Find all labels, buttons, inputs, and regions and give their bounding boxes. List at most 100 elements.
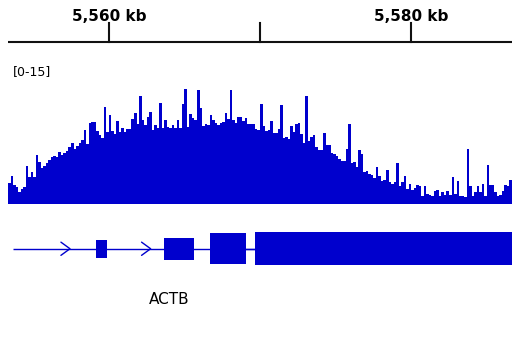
Bar <box>391 184 394 204</box>
Bar <box>101 138 104 204</box>
Bar <box>252 124 255 204</box>
Bar <box>197 90 200 204</box>
Bar <box>202 126 204 204</box>
Bar <box>21 189 23 204</box>
Bar <box>457 181 459 204</box>
Bar <box>383 180 386 204</box>
Bar <box>379 176 381 204</box>
Bar <box>41 168 43 204</box>
Bar <box>149 112 152 204</box>
Bar <box>99 135 101 204</box>
Bar <box>219 123 222 204</box>
Bar <box>132 119 134 204</box>
Bar <box>464 197 466 204</box>
Bar <box>38 162 41 204</box>
Bar <box>366 171 368 204</box>
Bar <box>210 233 246 264</box>
Bar <box>172 125 174 204</box>
Bar <box>335 156 338 204</box>
Bar <box>479 192 482 204</box>
Bar <box>421 196 424 204</box>
Bar <box>192 118 194 204</box>
Bar <box>487 165 489 204</box>
Bar <box>320 150 323 204</box>
Bar <box>507 186 510 204</box>
Bar <box>8 183 10 204</box>
Bar <box>416 185 419 204</box>
Bar <box>353 161 356 204</box>
Bar <box>245 118 248 204</box>
Bar <box>16 188 18 204</box>
Bar <box>363 172 366 204</box>
Bar <box>222 122 225 204</box>
Bar <box>91 122 94 204</box>
Bar <box>250 124 252 204</box>
Bar <box>271 232 280 265</box>
Bar <box>338 159 341 204</box>
Bar <box>388 182 391 204</box>
Bar <box>162 128 164 204</box>
Bar <box>167 127 170 204</box>
Bar <box>454 194 457 204</box>
Bar <box>54 156 56 204</box>
Bar <box>96 240 107 258</box>
Bar <box>86 144 88 204</box>
Text: ACTB: ACTB <box>149 292 190 307</box>
Bar <box>260 105 263 204</box>
Bar <box>265 131 268 204</box>
Bar <box>373 178 376 204</box>
Bar <box>232 120 235 204</box>
Bar <box>444 195 447 204</box>
Bar <box>182 104 185 204</box>
Bar <box>439 196 441 204</box>
Bar <box>343 161 346 204</box>
Bar <box>272 133 275 204</box>
Bar <box>141 120 144 204</box>
Bar <box>121 128 124 204</box>
Text: 5,560 kb: 5,560 kb <box>72 9 146 23</box>
Bar <box>318 150 320 204</box>
Bar <box>66 152 69 204</box>
Bar <box>346 149 348 204</box>
Bar <box>147 118 149 204</box>
Bar <box>401 182 404 204</box>
Bar <box>489 185 492 204</box>
Bar <box>207 125 210 204</box>
Bar <box>283 138 285 204</box>
Bar <box>303 143 305 204</box>
Bar <box>386 170 388 204</box>
Bar <box>368 174 371 204</box>
Bar <box>429 195 432 204</box>
Bar <box>316 147 318 204</box>
Bar <box>257 130 260 204</box>
Bar <box>399 186 401 204</box>
Bar <box>495 193 497 204</box>
Bar <box>84 130 86 204</box>
Bar <box>225 113 227 204</box>
Bar <box>504 185 507 204</box>
Bar <box>159 103 162 204</box>
Bar <box>255 232 520 265</box>
Bar <box>268 130 270 204</box>
Bar <box>462 196 464 204</box>
Bar <box>154 125 157 204</box>
Bar <box>189 114 192 204</box>
Bar <box>73 149 76 204</box>
Bar <box>230 90 232 204</box>
Bar <box>298 123 301 204</box>
Bar <box>331 153 333 204</box>
Bar <box>381 181 383 204</box>
Bar <box>58 152 61 204</box>
Bar <box>227 119 230 204</box>
Bar <box>260 232 274 265</box>
Bar <box>215 123 217 204</box>
Bar <box>69 147 71 204</box>
Bar <box>469 186 472 204</box>
Bar <box>25 166 28 204</box>
Bar <box>419 186 421 204</box>
Bar <box>285 137 288 204</box>
Bar <box>447 191 449 204</box>
Bar <box>280 105 283 204</box>
Bar <box>129 129 132 204</box>
Bar <box>174 128 177 204</box>
